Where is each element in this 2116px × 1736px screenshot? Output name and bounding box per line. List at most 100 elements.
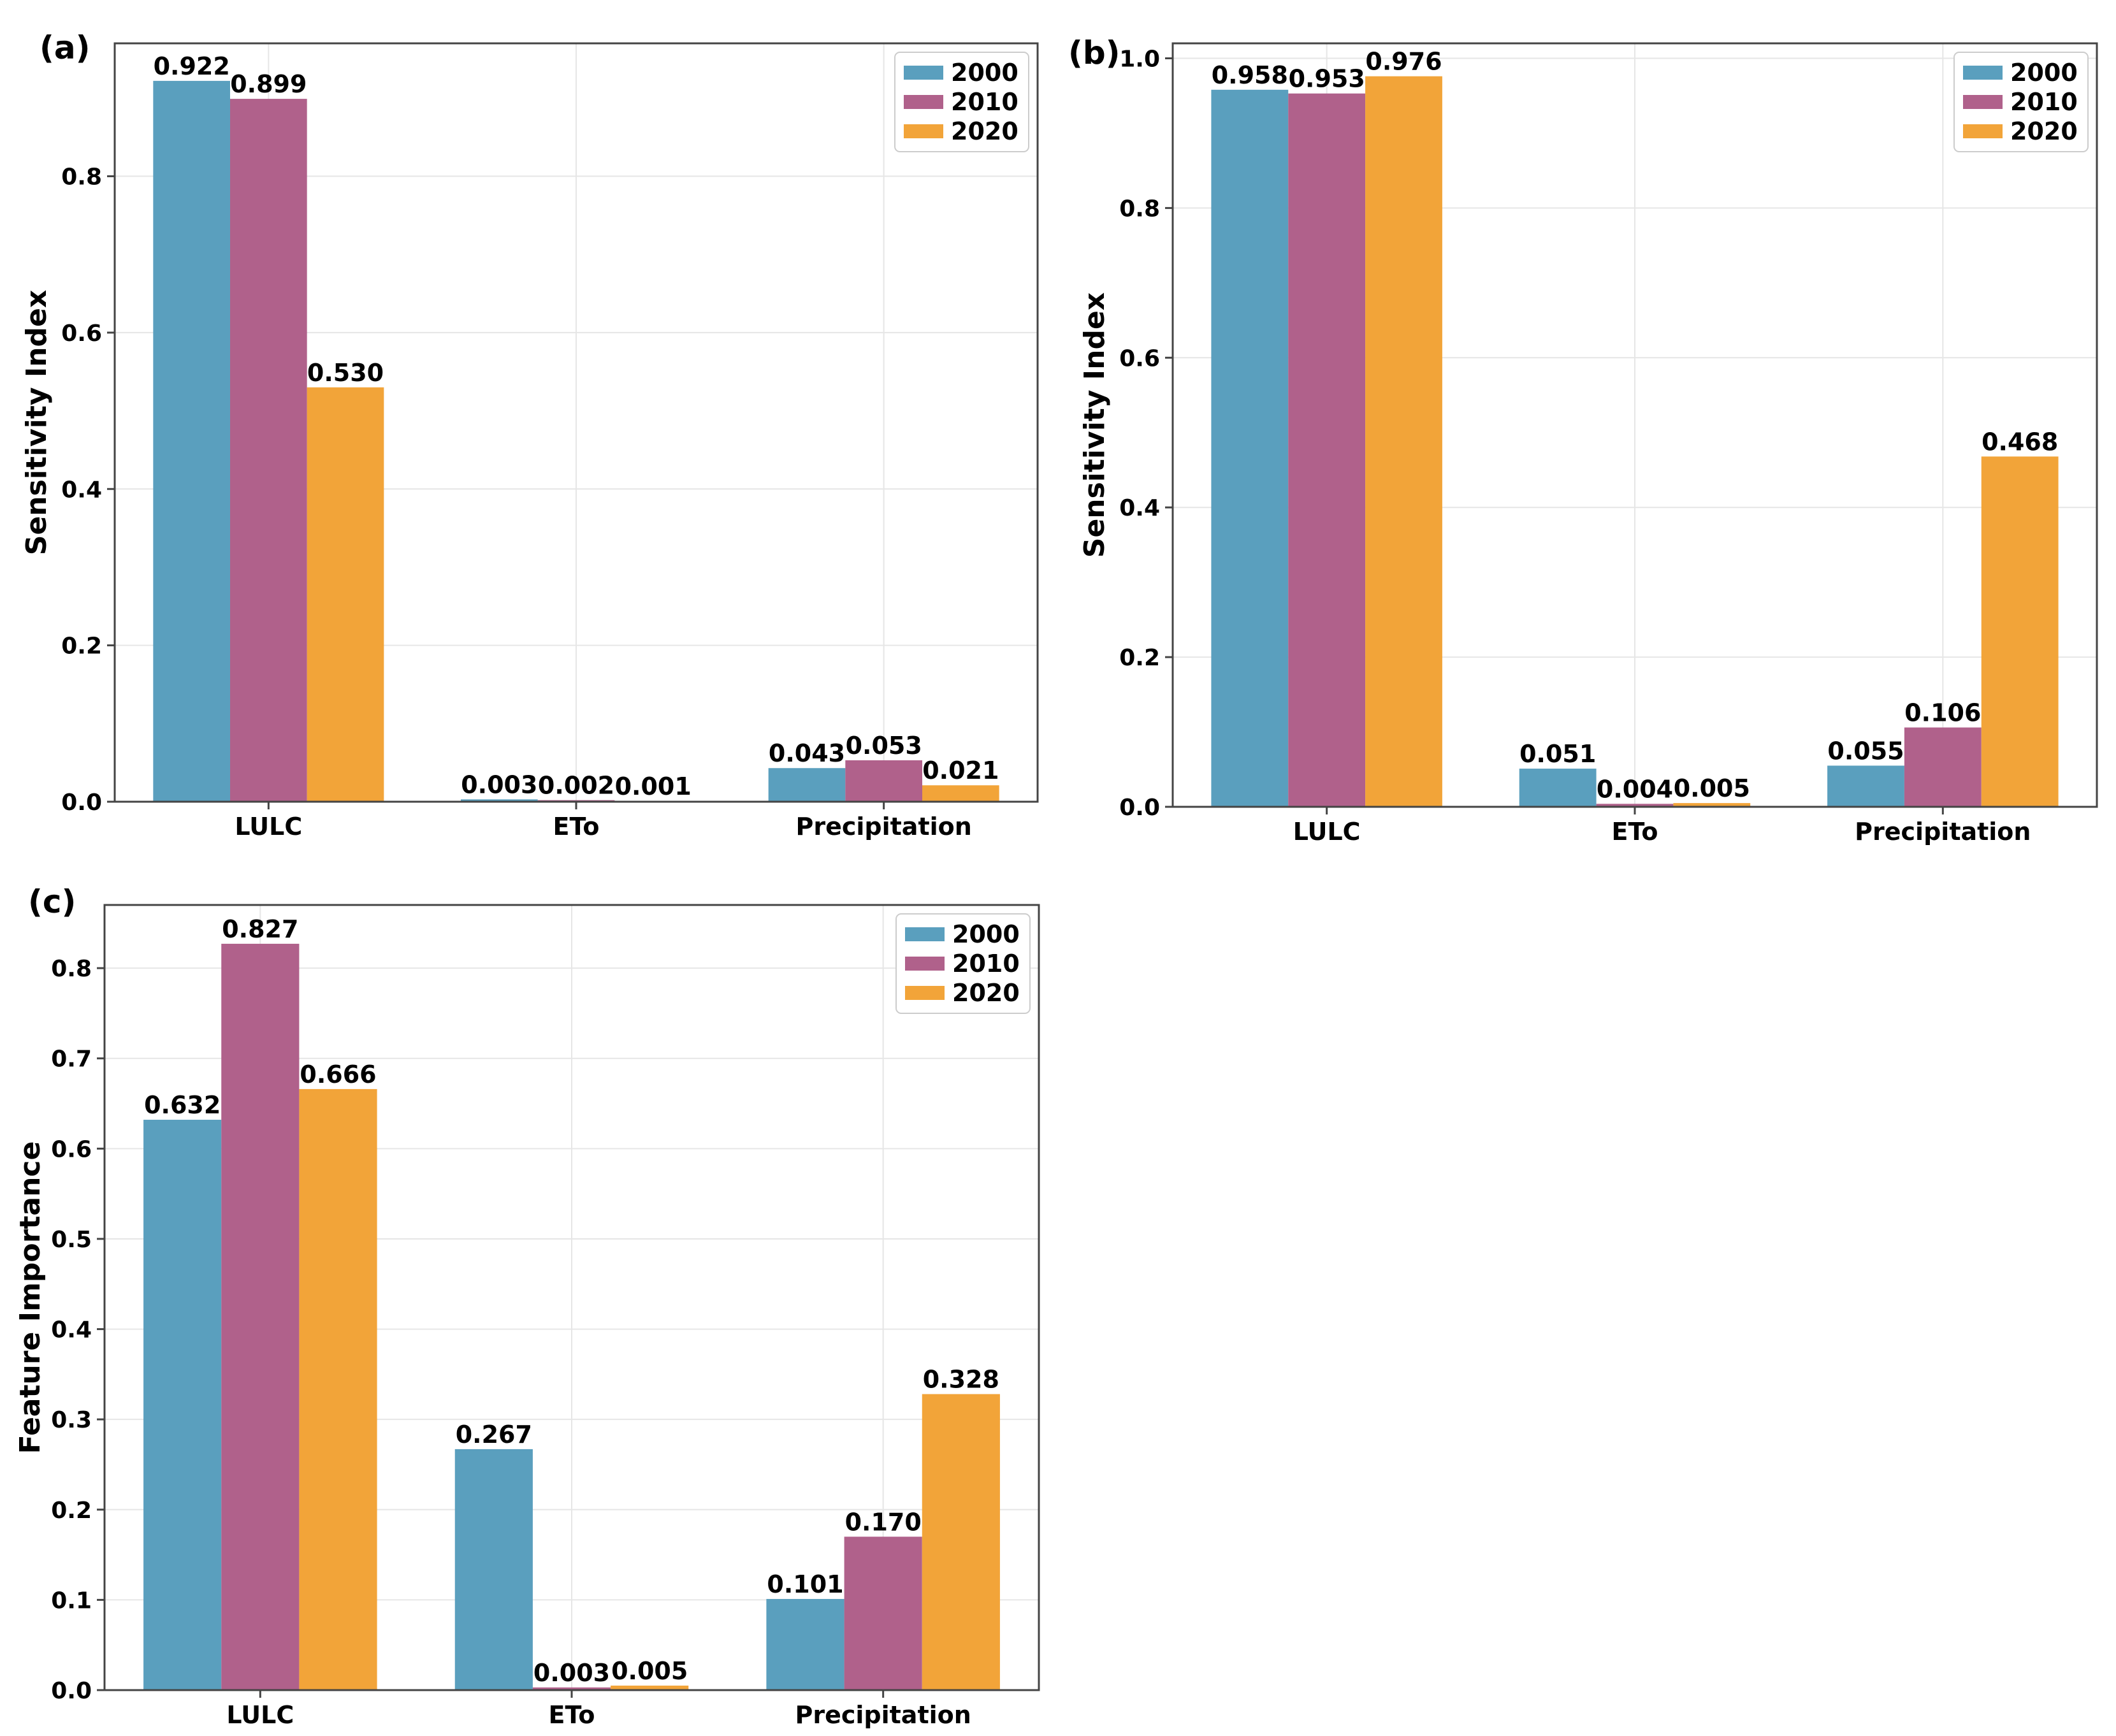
- legend-swatch-2020: [905, 986, 945, 1000]
- chart-panel-2: (b) 0.958 0.051 0.055 0.953 0.004 0.106 0.976 0.…: [1068, 34, 2098, 846]
- bar-precipitation-2020: [922, 1394, 1000, 1690]
- y-tick-label: 0.4: [51, 1317, 92, 1343]
- bar-lulc-2020: [1365, 76, 1442, 807]
- x-tick-label: LULC: [226, 1701, 294, 1729]
- legend-swatch-2010: [905, 957, 945, 971]
- bar-precipitation-2010: [845, 760, 922, 802]
- x-tick-label: LULC: [235, 813, 302, 841]
- data-label: 0.530: [307, 359, 384, 387]
- y-tick-label: 0.6: [51, 1136, 92, 1162]
- data-label: 0.468: [1982, 428, 2058, 456]
- y-tick-label: 0.0: [51, 1678, 92, 1704]
- y-tick-label: 0.0: [61, 790, 102, 816]
- data-label: 0.827: [222, 915, 298, 943]
- y-tick-label: 0.8: [61, 164, 102, 191]
- data-label: 0.005: [1674, 774, 1750, 802]
- bar-precipitation-2010: [844, 1537, 922, 1690]
- data-label: 0.106: [1904, 699, 1981, 727]
- panel-label: (b): [1068, 34, 1120, 71]
- bar-precipitation-2000: [1827, 765, 1904, 807]
- legend-swatch-2010: [1963, 95, 2003, 109]
- data-label: 0.632: [144, 1091, 221, 1119]
- data-label: 0.267: [456, 1421, 532, 1449]
- chart-panel-1: (a) 0.922 0.003 0.043 0.899 0.002 0.053 0.530 0.…: [20, 29, 1039, 841]
- x-tick-label: ETo: [1612, 818, 1658, 846]
- bar-lulc-2000: [143, 1120, 222, 1690]
- legend-swatch-2020: [904, 124, 943, 138]
- y-tick-label: 0.2: [1119, 645, 1160, 671]
- y-tick-label: 0.6: [61, 321, 102, 347]
- x-tick-label: LULC: [1293, 818, 1361, 846]
- legend-swatch-2000: [905, 927, 945, 941]
- y-tick-label: 1.0: [1119, 46, 1160, 72]
- data-label: 0.976: [1365, 48, 1442, 76]
- data-label: 0.053: [846, 732, 922, 760]
- data-label: 0.055: [1827, 737, 1904, 765]
- x-tick-label: Precipitation: [795, 1701, 971, 1729]
- bar-eto-2000: [1519, 769, 1597, 807]
- legend-swatch-2000: [1963, 66, 2003, 80]
- y-axis-label: Sensitivity Index: [1078, 293, 1111, 558]
- x-tick-label: Precipitation: [796, 813, 972, 841]
- legend-label: 2020: [951, 117, 1018, 145]
- bar-lulc-2010: [1288, 93, 1366, 807]
- y-axis-label: Feature Importance: [14, 1141, 47, 1454]
- data-label: 0.328: [923, 1366, 999, 1394]
- bar-precipitation-2010: [1904, 727, 1982, 807]
- y-tick-label: 0.2: [51, 1498, 92, 1524]
- data-label: 0.002: [538, 772, 614, 800]
- bar-precipitation-2000: [766, 1598, 844, 1690]
- y-tick-label: 0.4: [61, 477, 102, 503]
- data-label: 0.899: [230, 70, 307, 98]
- legend-label: 2010: [2010, 88, 2078, 116]
- bar-precipitation-2000: [768, 768, 846, 802]
- bar-lulc-2000: [153, 80, 230, 802]
- chart-panel-3: (c) 0.632 0.267 0.101 0.827 0.003 0.170 0.666 0.…: [14, 883, 1040, 1729]
- legend-label: 2020: [2010, 117, 2078, 145]
- y-tick-label: 0.5: [51, 1227, 92, 1253]
- data-label: 0.051: [1519, 740, 1596, 768]
- data-label: 0.003: [461, 770, 537, 799]
- data-label: 0.004: [1597, 775, 1673, 803]
- data-label: 0.021: [922, 756, 999, 785]
- legend-swatch-2000: [904, 66, 943, 80]
- legend-label: 2000: [951, 59, 1018, 87]
- legend-label: 2000: [952, 920, 1020, 948]
- data-label: 0.958: [1212, 61, 1288, 89]
- y-tick-label: 0.8: [51, 956, 92, 982]
- bar-lulc-2020: [299, 1089, 377, 1690]
- x-tick-label: Precipitation: [1855, 818, 2031, 846]
- bar-precipitation-2020: [1981, 456, 2059, 807]
- data-label: 0.666: [300, 1060, 376, 1089]
- bar-lulc-2010: [230, 99, 307, 802]
- legend-label: 2000: [2010, 59, 2078, 87]
- y-tick-label: 0.6: [1119, 345, 1160, 372]
- y-tick-label: 0.0: [1119, 795, 1160, 821]
- y-tick-label: 0.1: [51, 1588, 92, 1614]
- bar-eto-2000: [461, 799, 538, 802]
- bar-eto-2010: [1596, 804, 1674, 807]
- data-label: 0.003: [533, 1659, 610, 1687]
- bar-lulc-2010: [221, 943, 300, 1690]
- data-label: 0.001: [615, 772, 692, 800]
- data-label: 0.922: [154, 52, 230, 80]
- legend-label: 2010: [952, 950, 1020, 978]
- x-tick-label: ETo: [549, 1701, 595, 1729]
- data-label: 0.101: [767, 1570, 843, 1598]
- panel-label: (a): [40, 29, 90, 66]
- x-tick-label: ETo: [553, 813, 600, 841]
- y-tick-label: 0.4: [1119, 495, 1160, 521]
- panel-label: (c): [28, 883, 76, 920]
- data-label: 0.043: [769, 739, 845, 767]
- y-axis-label: Sensitivity Index: [20, 290, 53, 555]
- legend-swatch-2010: [904, 95, 943, 109]
- bar-eto-2010: [532, 1687, 611, 1690]
- y-tick-label: 0.7: [51, 1046, 92, 1073]
- data-label: 0.170: [845, 1508, 922, 1536]
- legend-label: 2010: [951, 88, 1018, 116]
- bar-eto-2000: [454, 1449, 533, 1690]
- bar-eto-2020: [611, 1685, 689, 1690]
- y-tick-label: 0.3: [51, 1407, 92, 1433]
- legend-label: 2020: [952, 979, 1020, 1007]
